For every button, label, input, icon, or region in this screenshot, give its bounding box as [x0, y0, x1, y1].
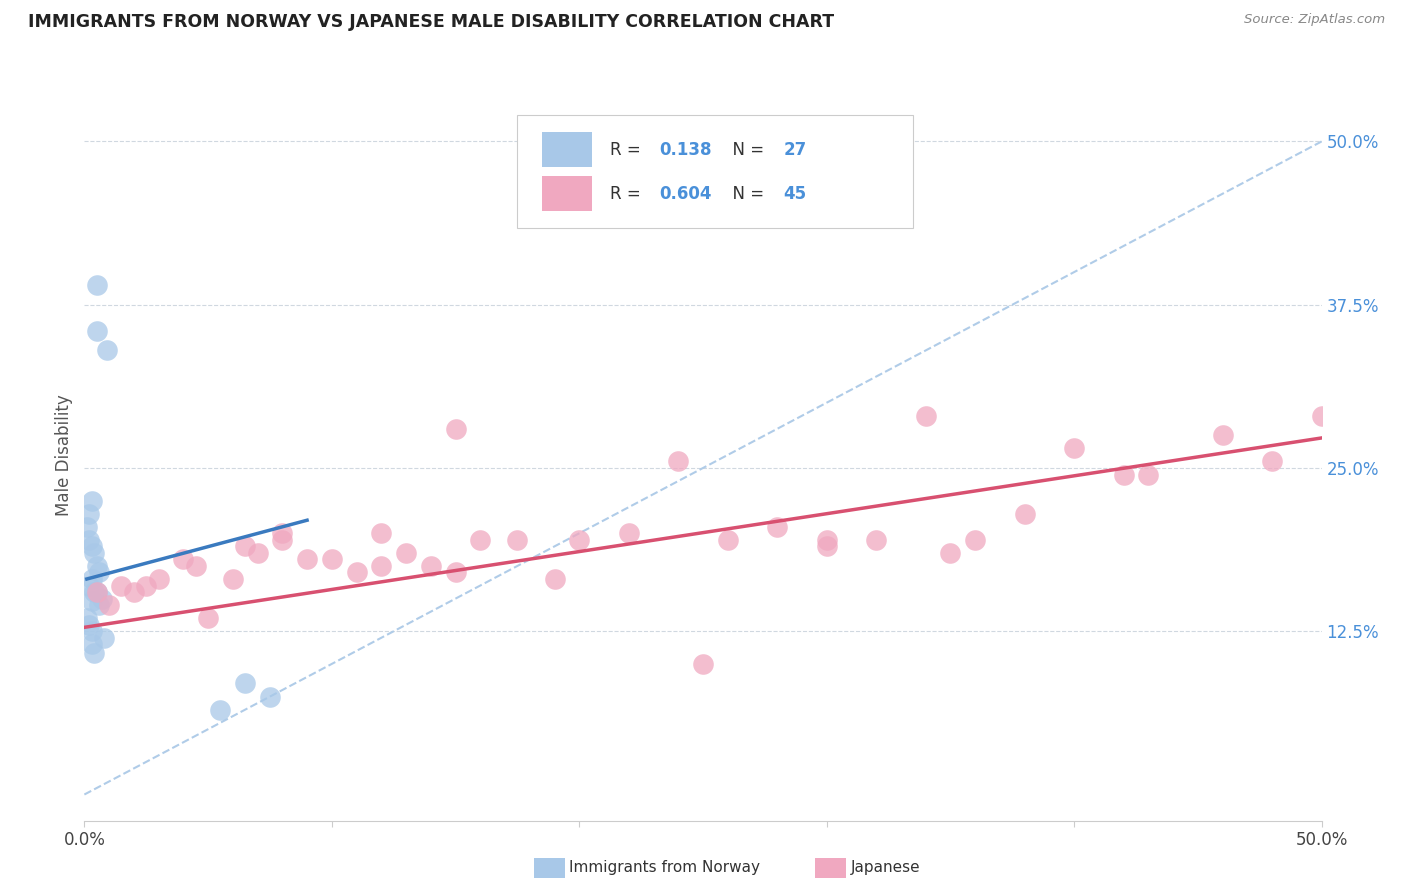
- Point: [246, 546, 269, 560]
- Point: [148, 572, 170, 586]
- Point: [666, 454, 689, 468]
- Point: [83, 546, 105, 560]
- Point: [1212, 428, 1234, 442]
- Point: [271, 526, 294, 541]
- Point: [86, 585, 108, 599]
- Point: [209, 703, 232, 717]
- Point: [80, 539, 103, 553]
- Point: [80, 493, 103, 508]
- Text: 0.138: 0.138: [659, 141, 713, 159]
- Text: IMMIGRANTS FROM NORWAY VS JAPANESE MALE DISABILITY CORRELATION CHART: IMMIGRANTS FROM NORWAY VS JAPANESE MALE …: [28, 13, 834, 31]
- Text: 27: 27: [783, 141, 807, 159]
- Point: [692, 657, 714, 671]
- Text: R =: R =: [610, 141, 651, 159]
- Text: 45: 45: [783, 185, 807, 202]
- Point: [865, 533, 887, 547]
- Point: [80, 637, 103, 651]
- Point: [197, 611, 219, 625]
- Point: [965, 533, 987, 547]
- Point: [233, 539, 256, 553]
- Point: [80, 624, 103, 639]
- Point: [76, 611, 98, 625]
- Point: [617, 526, 640, 541]
- Point: [79, 617, 101, 632]
- Point: [346, 566, 368, 580]
- Point: [90, 591, 112, 606]
- Text: 0.604: 0.604: [659, 185, 713, 202]
- Text: N =: N =: [721, 185, 769, 202]
- Point: [110, 578, 132, 592]
- Point: [89, 566, 111, 580]
- Point: [939, 546, 962, 560]
- Point: [766, 520, 789, 534]
- Point: [1063, 442, 1085, 456]
- Point: [370, 558, 392, 573]
- Text: Immigrants from Norway: Immigrants from Norway: [569, 861, 761, 875]
- Point: [815, 539, 838, 553]
- Point: [83, 647, 105, 661]
- Point: [184, 558, 207, 573]
- Point: [86, 278, 108, 293]
- Bar: [543, 177, 592, 211]
- Point: [914, 409, 936, 423]
- Text: N =: N =: [721, 141, 769, 159]
- Point: [568, 533, 591, 547]
- Text: R =: R =: [610, 185, 651, 202]
- Point: [96, 343, 118, 358]
- Point: [506, 533, 529, 547]
- Point: [444, 566, 467, 580]
- Point: [1014, 507, 1036, 521]
- Point: [815, 533, 838, 547]
- Point: [86, 324, 108, 338]
- Point: [1261, 454, 1284, 468]
- Point: [419, 558, 441, 573]
- Point: [470, 533, 492, 547]
- Point: [259, 690, 281, 704]
- FancyBboxPatch shape: [517, 115, 914, 228]
- Point: [1137, 467, 1160, 482]
- Point: [98, 598, 121, 612]
- Point: [80, 594, 103, 608]
- Point: [295, 552, 318, 566]
- Point: [172, 552, 194, 566]
- Point: [233, 676, 256, 690]
- Point: [86, 585, 108, 599]
- Point: [80, 572, 103, 586]
- Point: [717, 533, 740, 547]
- Point: [370, 526, 392, 541]
- Point: [122, 585, 145, 599]
- Text: Japanese: Japanese: [851, 861, 921, 875]
- Point: [444, 422, 467, 436]
- Point: [89, 598, 111, 612]
- Point: [222, 572, 245, 586]
- Point: [93, 631, 115, 645]
- Point: [543, 572, 565, 586]
- Point: [86, 558, 108, 573]
- Text: Source: ZipAtlas.com: Source: ZipAtlas.com: [1244, 13, 1385, 27]
- Y-axis label: Male Disability: Male Disability: [55, 394, 73, 516]
- Point: [76, 520, 98, 534]
- Point: [1112, 467, 1135, 482]
- Bar: [543, 132, 592, 168]
- Point: [79, 507, 101, 521]
- Point: [83, 585, 105, 599]
- Point: [321, 552, 343, 566]
- Point: [1310, 409, 1333, 423]
- Point: [79, 533, 101, 547]
- Point: [79, 578, 101, 592]
- Point: [271, 533, 294, 547]
- Point: [135, 578, 157, 592]
- Point: [395, 546, 418, 560]
